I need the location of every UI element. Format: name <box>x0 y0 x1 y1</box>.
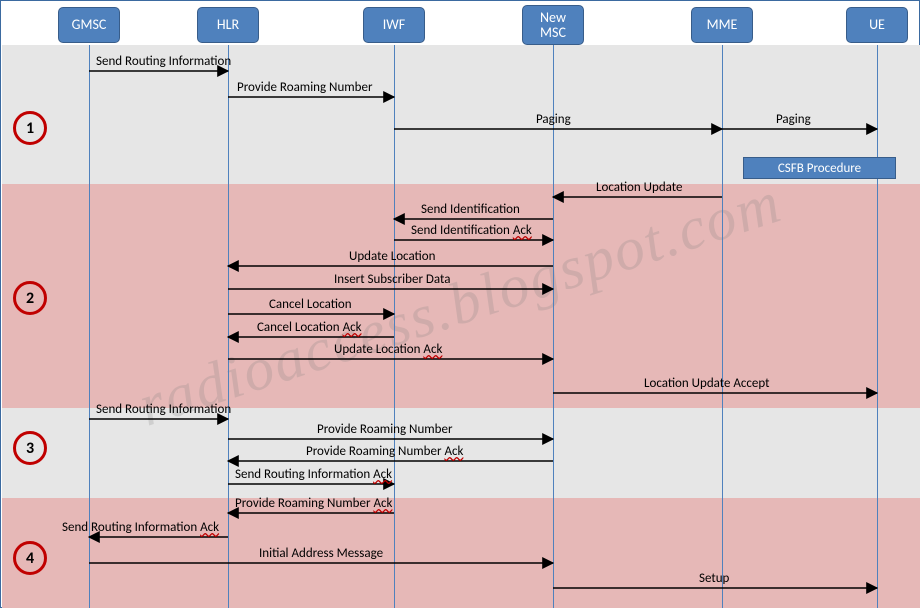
actor-iwf: IWF <box>363 7 425 43</box>
message-label: Location Update Accept <box>644 376 770 391</box>
message-label: Paging <box>536 112 571 127</box>
actor-label: GMSC <box>72 17 107 32</box>
message-label: Send Routing Information <box>96 402 231 417</box>
message-label: Initial Address Message <box>259 546 383 561</box>
actor-label: MME <box>707 17 738 32</box>
message-label: Setup <box>699 571 729 586</box>
actor-label: UE <box>869 17 885 32</box>
message-label: Update Location <box>349 249 435 264</box>
phase-band <box>2 498 920 608</box>
actor-gmsc: GMSC <box>58 7 120 43</box>
message-label: Provide Roaming Number <box>317 422 453 437</box>
actor-mme: MME <box>691 7 753 43</box>
message-label: Provide Roaming Number Ack <box>235 496 392 511</box>
actor-ue: UE <box>846 7 908 43</box>
phase-marker: 4 <box>13 541 47 575</box>
lifeline-iwf <box>394 45 395 608</box>
actor-label: HLR <box>217 17 239 32</box>
lifeline-mme <box>722 45 723 608</box>
csfb-label: CSFB Procedure <box>778 161 861 176</box>
phase-marker: 1 <box>13 111 47 145</box>
message-label: Send Routing Information Ack <box>235 467 392 482</box>
message-label: Location Update <box>596 180 682 195</box>
lifeline-hlr <box>228 45 229 608</box>
actor-hlr: HLR <box>197 7 259 43</box>
message-label: Send Routing Information <box>96 54 231 69</box>
message-label: Cancel Location Ack <box>257 320 362 335</box>
message-label: Insert Subscriber Data <box>334 272 450 287</box>
phase-number: 2 <box>26 289 34 308</box>
lifeline-newmsc <box>553 45 554 608</box>
phase-number: 4 <box>26 549 34 568</box>
message-label: Send Identification Ack <box>411 223 532 238</box>
actor-label: IWF <box>383 17 405 32</box>
diagram-canvas: radioaccess.blogspot.com Send Routing In… <box>0 0 920 608</box>
phase-number: 1 <box>26 119 34 138</box>
message-label: Cancel Location <box>269 297 352 312</box>
actor-label: NewMSC <box>540 10 566 41</box>
lifeline-ue <box>877 45 878 608</box>
phase-marker: 2 <box>13 281 47 315</box>
actor-newmsc: NewMSC <box>522 5 584 45</box>
message-label: Provide Roaming Number Ack <box>306 444 463 459</box>
message-label: Send Routing Information Ack <box>62 520 219 535</box>
phase-marker: 3 <box>13 431 47 465</box>
csfb-procedure-box: CSFB Procedure <box>743 157 896 179</box>
message-label: Send Identification <box>421 202 520 217</box>
message-label: Update Location Ack <box>334 342 442 357</box>
phase-number: 3 <box>26 439 34 458</box>
message-label: Provide Roaming Number <box>237 80 373 95</box>
message-label: Paging <box>776 112 811 127</box>
